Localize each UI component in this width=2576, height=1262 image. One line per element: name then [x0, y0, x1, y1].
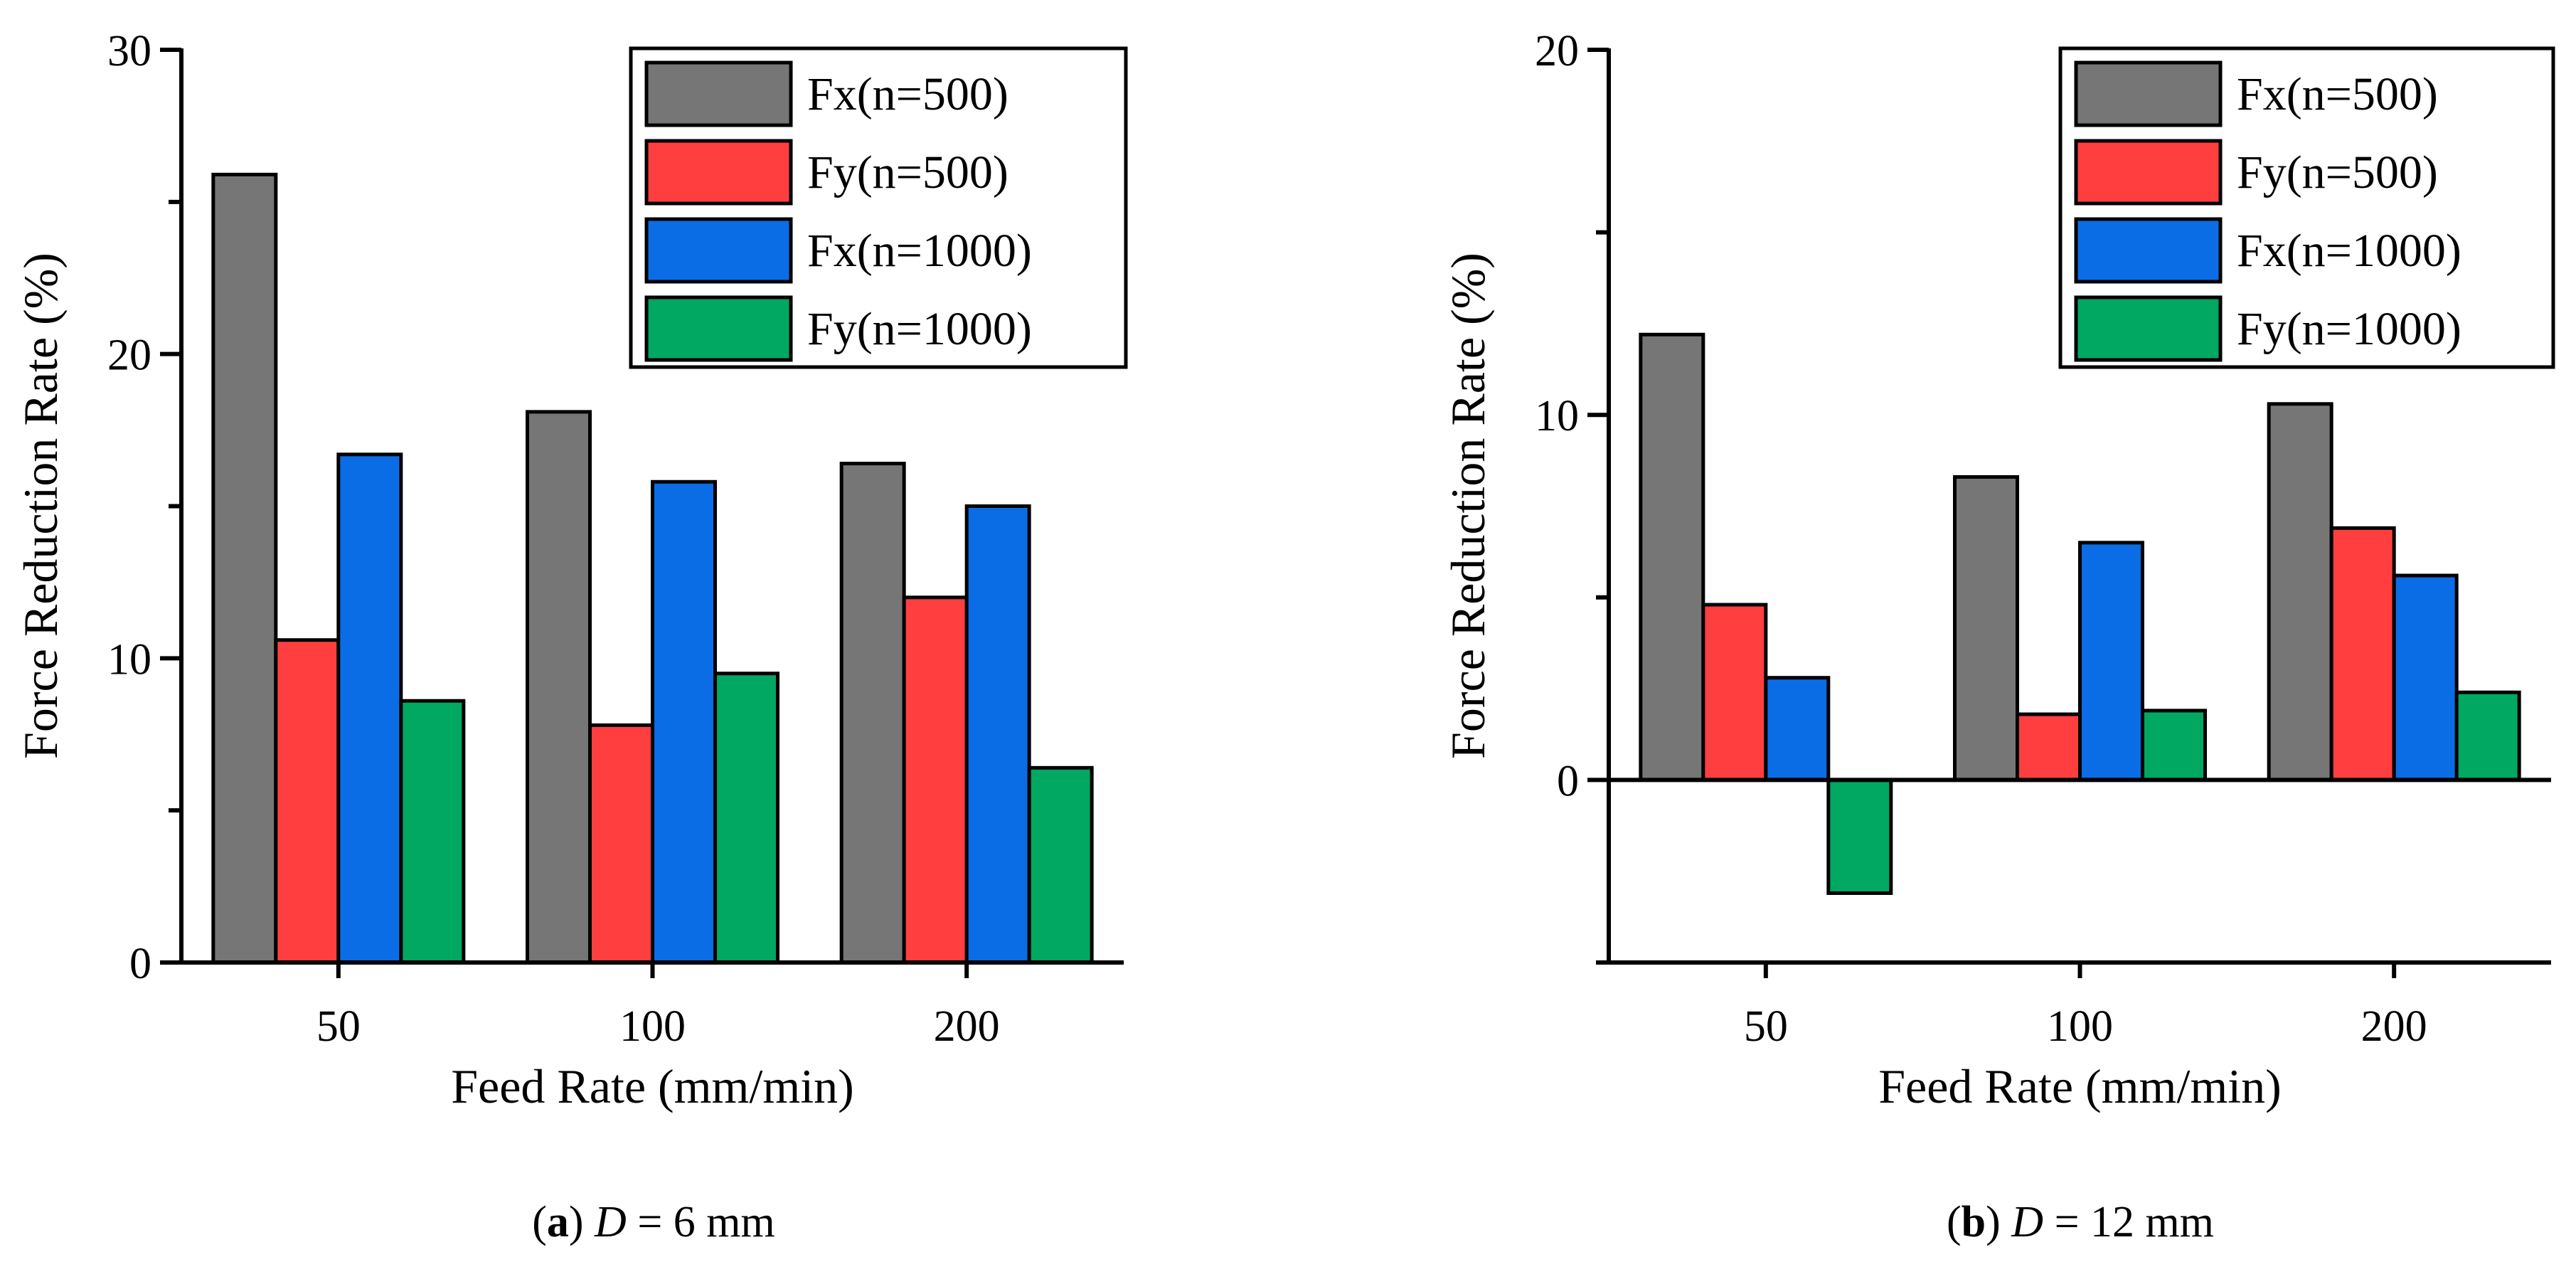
caption-paren-close: ): [569, 1198, 595, 1246]
y-axis-title: Force Reduction Rate (%): [14, 253, 68, 759]
bar-Fy(n=500)-50: [1701, 603, 1768, 782]
chart-panel-b: 0 10 20 50 100 200 Feed Rate (mm/min) Force Red…: [1441, 27, 2555, 1246]
bar-Fx(n=1000)-100: [2078, 541, 2144, 782]
bar-Fy(n=1000)-100: [2141, 709, 2207, 782]
y-tick-label: 10: [1535, 392, 1579, 440]
legend-swatch: [2074, 295, 2223, 362]
x-tick-label: 100: [619, 1002, 686, 1051]
bar-Fy(n=500)-200: [902, 595, 969, 965]
caption-variable: D: [2011, 1198, 2043, 1246]
bar-Fx(n=1000)-50: [336, 452, 403, 965]
bar-Fx(n=1000)-200: [2392, 573, 2459, 782]
bar-Fy(n=1000)-50: [399, 699, 466, 965]
caption-value: = 12 mm: [2043, 1198, 2214, 1246]
panel-caption: (a) D = 6 mm: [532, 1198, 775, 1246]
legend-label: Fx(n=500): [2237, 68, 2438, 120]
caption-variable: D: [594, 1198, 627, 1246]
bar-Fx(n=500)-200: [2267, 402, 2333, 782]
panel-caption: (b) D = 12 mm: [1947, 1198, 2214, 1246]
legend-swatch: [644, 60, 793, 127]
legend-label: Fx(n=1000): [807, 225, 1032, 277]
legend-label: Fx(n=500): [807, 68, 1008, 120]
bar-Fx(n=500)-50: [1639, 332, 1705, 782]
y-axis-title: Force Reduction Rate (%): [1441, 253, 1495, 759]
y-tick-label: 20: [1535, 27, 1579, 75]
bar-Fx(n=1000)-200: [964, 504, 1031, 965]
caption-value: = 6 mm: [627, 1198, 775, 1246]
y-tick-label: 0: [1557, 757, 1579, 805]
bar-Fx(n=500)-200: [839, 462, 906, 965]
x-tick-label: 200: [934, 1002, 1000, 1051]
legend-swatch: [2074, 60, 2223, 127]
x-axis-title: Feed Rate (mm/min): [1878, 1059, 2282, 1113]
legend-label: Fy(n=1000): [807, 303, 1032, 355]
y-tick-label: 10: [107, 635, 151, 684]
bar-Fx(n=1000)-50: [1764, 676, 1831, 782]
legend-swatch: [644, 139, 793, 206]
x-tick-label: 50: [316, 1002, 361, 1051]
bar-Fy(n=500)-50: [274, 638, 341, 965]
x-axis-title: Feed Rate (mm/min): [451, 1059, 854, 1113]
legend-label: Fy(n=500): [807, 147, 1008, 198]
chart-panel-a: 0 10 20 30 50 100 200 Feed Rate (mm/min) Force R…: [14, 27, 1128, 1246]
bar-Fy(n=500)-200: [2329, 526, 2396, 782]
y-tick-label: 30: [107, 27, 151, 75]
caption-panel-label: a: [547, 1198, 569, 1246]
x-tick-label: 100: [2047, 1002, 2113, 1051]
legend-swatch: [644, 217, 793, 284]
bar-Fy(n=500)-100: [588, 723, 654, 965]
bar-Fy(n=1000)-200: [1027, 765, 1094, 965]
x-tick-label: 200: [2361, 1002, 2427, 1051]
x-tick-label: 50: [1744, 1002, 1788, 1051]
bar-Fy(n=1000)-50: [1826, 778, 1893, 895]
caption-paren-close: ): [1986, 1198, 2011, 1246]
bar-Fx(n=500)-50: [211, 172, 278, 965]
legend-label: Fy(n=500): [2237, 147, 2438, 198]
caption-paren-open: (: [532, 1198, 547, 1246]
bar-Fy(n=1000)-100: [713, 672, 779, 965]
caption-paren-open: (: [1947, 1198, 1962, 1246]
legend: Fx(n=500) Fy(n=500) Fx(n=1000) Fy(n=1000): [2058, 46, 2555, 369]
legend: Fx(n=500) Fy(n=500) Fx(n=1000) Fy(n=1000): [629, 46, 1128, 369]
legend-label: Fy(n=1000): [2237, 303, 2461, 355]
bar-Fy(n=1000)-200: [2454, 690, 2521, 782]
bar-Fx(n=500)-100: [526, 410, 592, 965]
legend-swatch: [2074, 217, 2223, 284]
legend-swatch: [2074, 139, 2223, 206]
bar-Fx(n=500)-100: [1953, 474, 2019, 782]
caption-panel-label: b: [1962, 1198, 1986, 1246]
bar-Fy(n=500)-100: [2016, 712, 2082, 782]
legend-label: Fx(n=1000): [2237, 225, 2461, 277]
y-tick-label: 0: [129, 940, 151, 988]
bar-Fx(n=1000)-100: [651, 479, 717, 965]
legend-swatch: [644, 295, 793, 362]
y-tick-label: 20: [107, 332, 151, 380]
